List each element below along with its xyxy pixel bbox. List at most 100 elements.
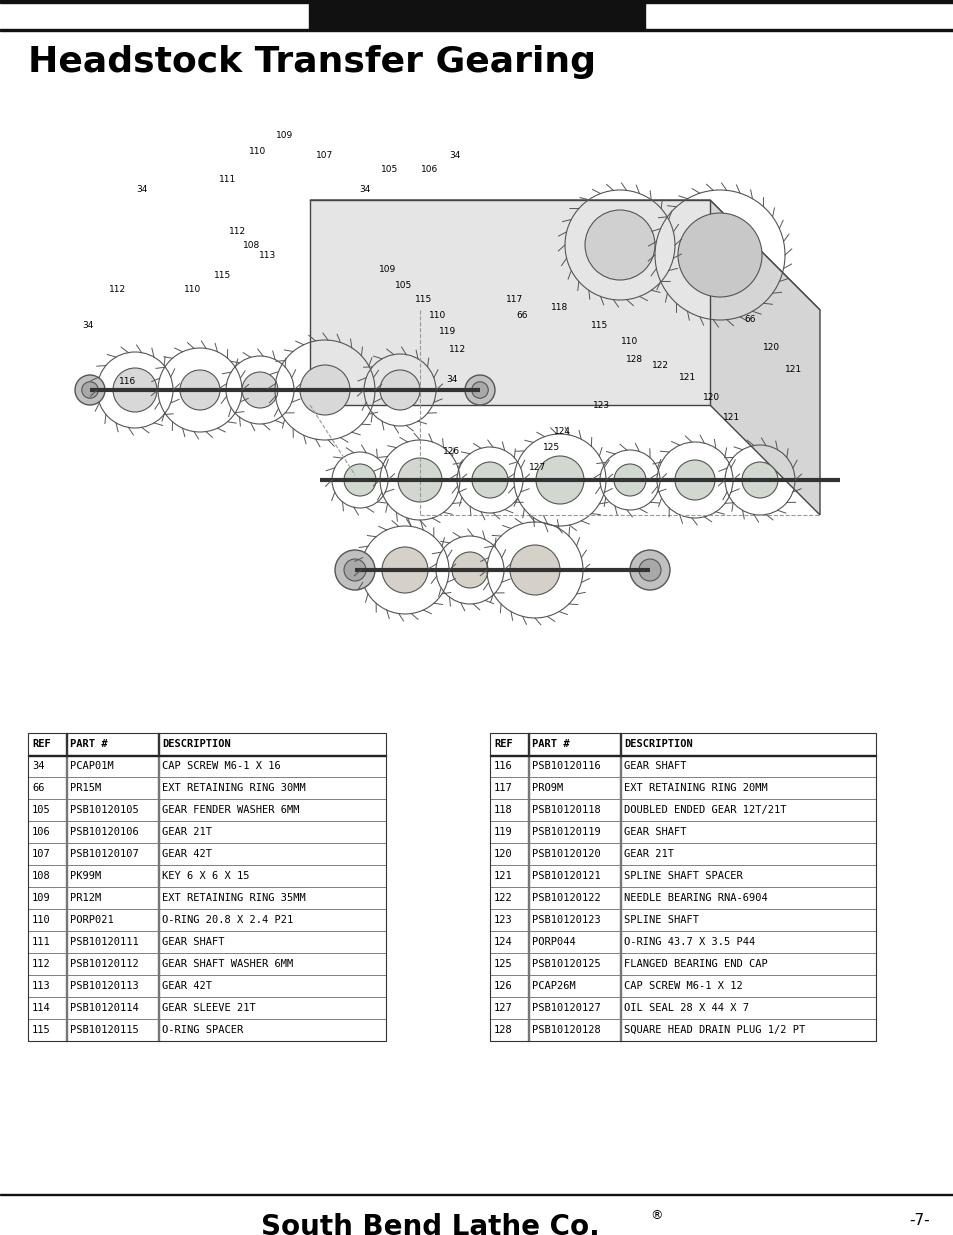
Text: 34: 34 [32, 761, 45, 771]
Bar [490, 755, 875, 777]
Text: PSB10120119: PSB10120119 [532, 827, 600, 837]
Bar [0, 0, 953, 2]
Bar [0, 28, 953, 31]
Bar [490, 887, 875, 909]
Text: CAP SCREW M6-1 X 16: CAP SCREW M6-1 X 16 [162, 761, 280, 771]
Bar [490, 1019, 875, 1041]
Text: 112: 112 [449, 346, 466, 354]
Bar [490, 755, 875, 756]
Text: PSB10120107: PSB10120107 [70, 848, 138, 860]
Text: PSB10120106: PSB10120106 [70, 827, 138, 837]
Polygon shape [310, 200, 820, 310]
Text: EXT RETAINING RING 35MM: EXT RETAINING RING 35MM [162, 893, 305, 903]
Text: NEEDLE BEARING RNA-6904: NEEDLE BEARING RNA-6904 [623, 893, 767, 903]
Text: 106: 106 [32, 827, 51, 837]
Bar [28, 799, 386, 821]
Bar [490, 777, 875, 799]
Text: PSB10120116: PSB10120116 [532, 761, 600, 771]
Bar [28, 799, 386, 821]
Text: PSB10120113: PSB10120113 [70, 981, 138, 990]
Circle shape [536, 456, 583, 504]
Text: PSB10120114: PSB10120114 [70, 1003, 138, 1013]
Bar [28, 755, 386, 777]
Text: GEAR SHAFT: GEAR SHAFT [623, 827, 686, 837]
Text: PCAP26M: PCAP26M [532, 981, 576, 990]
Text: 110: 110 [32, 915, 51, 925]
Text: 116: 116 [119, 378, 136, 387]
Text: REF: REF [494, 739, 512, 748]
Text: 105: 105 [395, 280, 413, 289]
Text: GEAR 21T: GEAR 21T [162, 827, 212, 837]
Text: 107: 107 [32, 848, 51, 860]
Text: SQUARE HEAD DRAIN PLUG 1/2 PT: SQUARE HEAD DRAIN PLUG 1/2 PT [623, 1025, 804, 1035]
Text: 113: 113 [259, 251, 276, 259]
Circle shape [464, 375, 495, 405]
Text: 120: 120 [494, 848, 512, 860]
Text: DESCRIPTION: DESCRIPTION [623, 739, 692, 748]
Text: South Bend Lathe Co.: South Bend Lathe Co. [260, 1213, 598, 1235]
Text: 120: 120 [702, 394, 720, 403]
Text: 110: 110 [249, 147, 266, 157]
Bar [490, 755, 875, 777]
Bar [28, 844, 386, 864]
Bar [28, 887, 386, 909]
Circle shape [242, 372, 277, 408]
Text: 123: 123 [593, 400, 610, 410]
Text: 108: 108 [243, 241, 260, 249]
Text: PCAP01M: PCAP01M [70, 761, 113, 771]
Text: 118: 118 [494, 805, 512, 815]
Text: 34: 34 [82, 321, 93, 330]
Text: 107: 107 [316, 151, 334, 159]
Bar [490, 844, 875, 864]
Text: 120: 120 [762, 343, 780, 352]
Bar [490, 777, 875, 799]
Text: 66: 66 [516, 310, 527, 320]
Circle shape [112, 368, 157, 412]
Text: 109: 109 [379, 266, 396, 274]
Text: 124: 124 [494, 937, 512, 947]
Bar [490, 909, 875, 931]
Text: EXT RETAINING RING 30MM: EXT RETAINING RING 30MM [162, 783, 305, 793]
Bar [28, 755, 386, 756]
Text: PSB10120125: PSB10120125 [532, 960, 600, 969]
Text: 34: 34 [446, 375, 457, 384]
Text: KEY 6 X 6 X 15: KEY 6 X 6 X 15 [162, 871, 250, 881]
Text: 121: 121 [722, 414, 740, 422]
Text: 122: 122 [651, 361, 668, 369]
Text: 121: 121 [784, 366, 801, 374]
Text: 124: 124 [553, 427, 570, 436]
Text: PRO9M: PRO9M [532, 783, 562, 793]
Text: 119: 119 [494, 827, 512, 837]
Text: 121: 121 [679, 373, 696, 383]
Text: GEAR SHAFT WASHER 6MM: GEAR SHAFT WASHER 6MM [162, 960, 293, 969]
Text: 116: 116 [494, 761, 512, 771]
Text: 109: 109 [276, 131, 294, 140]
Text: 115: 115 [214, 270, 232, 279]
Text: P A R T S: P A R T S [441, 9, 512, 23]
Text: Headstock Transfer Gearing: Headstock Transfer Gearing [28, 44, 596, 79]
Bar [28, 909, 386, 931]
Polygon shape [709, 200, 820, 515]
Circle shape [397, 458, 441, 501]
Text: Model SB1014/SB1015 Parts: Model SB1014/SB1015 Parts [771, 10, 939, 22]
Circle shape [639, 559, 660, 580]
Text: 122: 122 [494, 893, 512, 903]
Text: 34: 34 [136, 185, 148, 194]
Text: PSB10120112: PSB10120112 [70, 960, 138, 969]
Text: 66: 66 [743, 315, 755, 325]
Text: PSB10120128: PSB10120128 [532, 1025, 600, 1035]
Text: 34: 34 [359, 185, 371, 194]
Circle shape [472, 462, 507, 498]
Bar [642, 2, 644, 28]
Bar [28, 953, 386, 974]
Polygon shape [310, 200, 709, 405]
Text: PSB10120127: PSB10120127 [532, 1003, 600, 1013]
Text: 127: 127 [494, 1003, 512, 1013]
Circle shape [471, 382, 488, 398]
Text: 125: 125 [494, 960, 512, 969]
Bar [28, 844, 386, 864]
Circle shape [452, 552, 488, 588]
Text: O-RING 20.8 X 2.4 P21: O-RING 20.8 X 2.4 P21 [162, 915, 293, 925]
Bar [490, 864, 875, 887]
Bar [28, 734, 386, 1041]
